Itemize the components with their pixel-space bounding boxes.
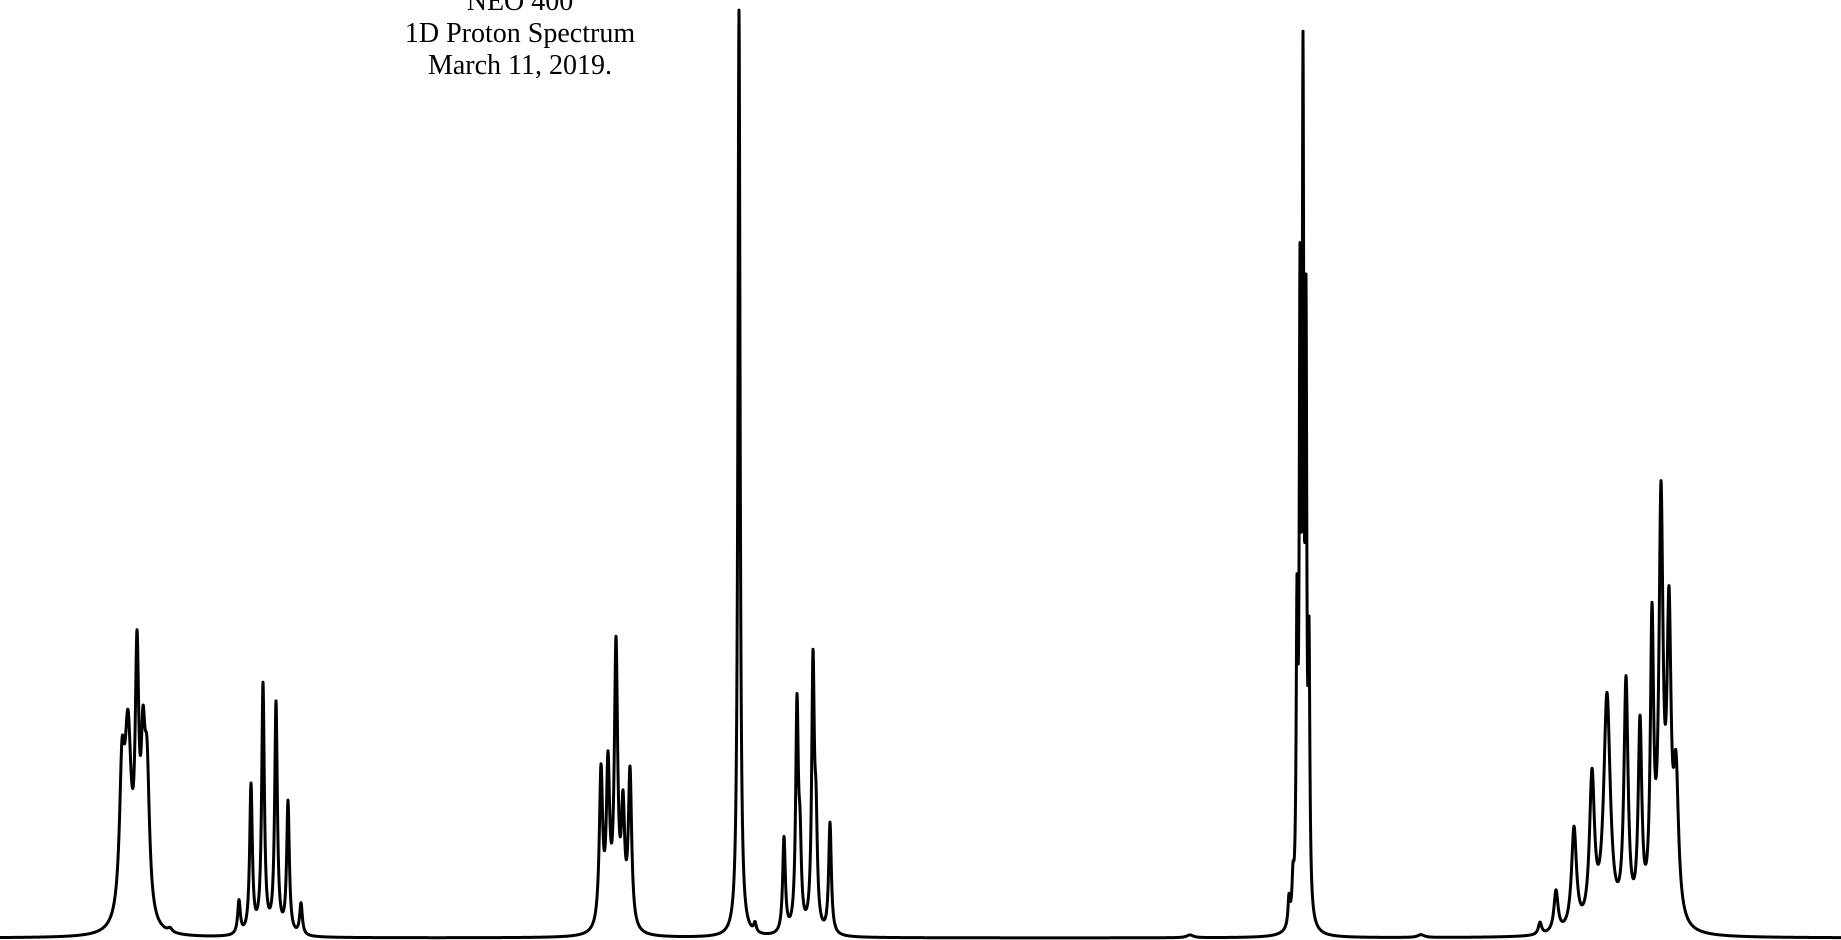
- date-label: March 11, 2019.: [427, 50, 613, 81]
- peak-markers: [120, 8, 1678, 937]
- spectrum-trace: [0, 8, 1841, 940]
- experiment-label: 1D Proton Spectrum: [404, 18, 636, 49]
- spectrum-header: NEO 400 1D Proton Spectrum March 11, 201…: [340, 0, 700, 82]
- instrument-label: NEO 400: [466, 0, 574, 17]
